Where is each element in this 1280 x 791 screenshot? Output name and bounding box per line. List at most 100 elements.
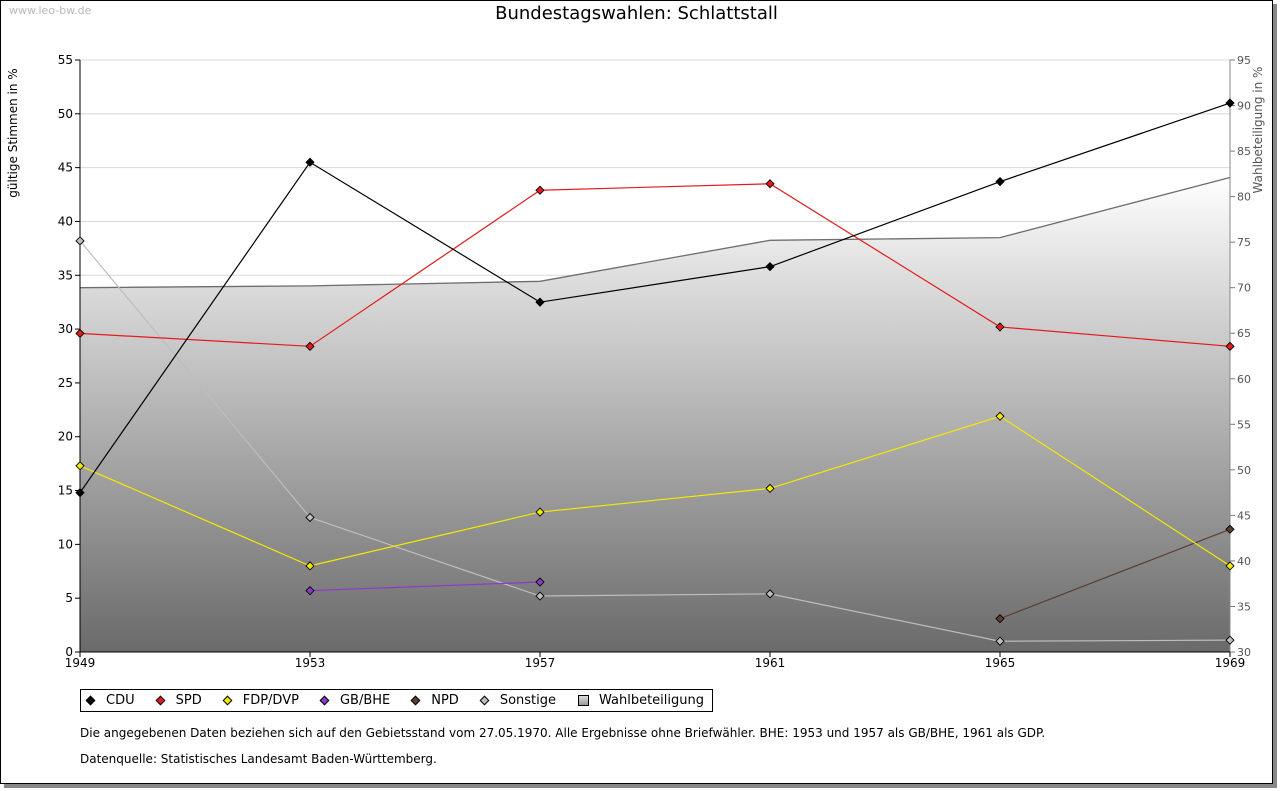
series-fdpdvp [75, 411, 1235, 571]
point-fdpdvp-1961 [765, 483, 775, 494]
y-tick-label-50: 50 [58, 107, 73, 121]
x-tick-label-1965: 1965 [985, 656, 1016, 670]
legend-marker-fdp [222, 695, 233, 706]
legend-item-sonstige: Sonstige [479, 693, 556, 708]
y-right-tick-label-35: 35 [1237, 600, 1251, 613]
y-right-tick-label-65: 65 [1237, 327, 1251, 340]
legend-label-sonstige: Sonstige [499, 693, 556, 708]
point-cdu-1969 [1225, 98, 1235, 108]
point-sonstige-1953 [305, 512, 315, 523]
y-tick-label-20: 20 [58, 430, 73, 444]
legend-marker-gbbhe [319, 695, 330, 706]
series-line-cdu [79, 102, 1231, 494]
point-spd-1965 [995, 322, 1005, 332]
legend-marker-npd [410, 695, 421, 706]
y-right-tick-label-85: 85 [1237, 145, 1251, 158]
series-line-fdpdvp [79, 415, 1231, 567]
series-line-gbbhe [309, 581, 541, 592]
legend-label-npd: NPD [431, 693, 459, 708]
legend-label-cdu: CDU [106, 693, 135, 708]
point-sonstige-1969 [1225, 635, 1235, 645]
y-right-tick-label-80: 80 [1237, 191, 1251, 204]
legend-item-npd: NPD [410, 693, 459, 708]
point-fdpdvp-1949 [75, 461, 85, 471]
legend-item-cdu: CDU [85, 693, 135, 708]
series-spd [75, 179, 1235, 351]
point-npd-1969 [1225, 524, 1235, 534]
y-tick-label-10: 10 [58, 537, 73, 551]
series-line-npd [999, 528, 1231, 620]
y-right-tick-label-70: 70 [1237, 282, 1251, 295]
y-right-tick-label-55: 55 [1237, 418, 1251, 431]
point-gbbhe-1953 [305, 586, 315, 596]
legend-marker-spd [155, 695, 166, 706]
turnout-area [80, 177, 1230, 652]
y-right-tick-label-90: 90 [1237, 100, 1251, 113]
point-gbbhe-1957 [535, 577, 545, 587]
series-line-sonstige [79, 240, 1231, 642]
legend-item-gbbhe: GB/BHE [319, 693, 390, 708]
legend-marker-sonstige [479, 695, 490, 706]
point-spd-1953 [305, 341, 315, 351]
point-spd-1969 [1225, 341, 1235, 351]
point-fdpdvp-1969 [1225, 561, 1235, 571]
x-tick-label-1961: 1961 [755, 656, 786, 670]
y-tick-label-55: 55 [58, 53, 73, 67]
y-tick-label-15: 15 [58, 484, 73, 498]
legend-marker-cdu [85, 695, 96, 706]
series-gbbhe [305, 577, 545, 596]
point-cdu-1961 [765, 262, 775, 272]
x-tick-label-1953: 1953 [295, 656, 326, 670]
y-right-tick-label-50: 50 [1237, 464, 1251, 477]
point-cdu-1965 [995, 176, 1005, 187]
point-spd-1961 [765, 179, 775, 189]
legend-label-wahlbeteiligung: Wahlbeteiligung [599, 693, 705, 708]
point-sonstige-1949 [75, 236, 85, 246]
point-cdu-1957 [535, 297, 545, 307]
series-npd [995, 524, 1235, 624]
legend-marker-wahlbeteiligung [578, 695, 589, 706]
point-spd-1949 [75, 328, 85, 339]
legend-item-wahlbeteiligung: Wahlbeteiligung [578, 693, 704, 708]
point-fdpdvp-1965 [995, 411, 1005, 421]
chart-svg: 0 5 10 15 20 25 30 35 40 45 50 55 30 35 40 45 50 55 60 65 70… [6, 53, 1265, 670]
point-fdpdvp-1957 [535, 507, 545, 517]
legend-label-fdp: FDP/DVP [242, 693, 299, 708]
point-sonstige-1965 [995, 636, 1005, 646]
y-axis-label-left: gültige Stimmen in % [6, 68, 20, 197]
footnote-datenquelle: Datenquelle: Statistisches Landesamt Bad… [80, 752, 437, 766]
y-tick-label-30: 30 [58, 322, 73, 336]
y-tick-label-25: 25 [58, 376, 73, 390]
y-tick-label-40: 40 [58, 214, 73, 228]
y-tick-label-45: 45 [58, 161, 73, 175]
y-right-tick-label-30: 30 [1237, 646, 1251, 659]
y-tick-label-5: 5 [65, 591, 73, 605]
legend-label-spd: SPD [175, 693, 202, 708]
y-axis-label-right: Wahlbeteiligung in % [1251, 67, 1265, 194]
footnote-gebietsstand: Die angegebenen Daten beziehen sich auf … [80, 726, 1046, 740]
y-right-tick-label-95: 95 [1237, 54, 1251, 67]
point-npd-1965 [995, 613, 1005, 624]
y-right-tick-label-45: 45 [1237, 509, 1251, 522]
turnout-area-layer [79, 176, 1231, 652]
chart-title: Bundestagswahlen: Schlattstall [495, 3, 778, 24]
point-cdu-1953 [305, 157, 315, 167]
legend-item-spd: SPD [155, 693, 202, 708]
series-cdu [75, 98, 1235, 498]
legend-item-fdp: FDP/DVP [222, 693, 299, 708]
y-right-tick-label-40: 40 [1237, 555, 1251, 568]
x-tick-label-1949: 1949 [65, 656, 96, 670]
y-right-tick-label-60: 60 [1237, 373, 1251, 386]
y-tick-label-35: 35 [58, 268, 73, 282]
watermark: www.leo-bw.de [9, 4, 92, 17]
y-tick-label-0: 0 [65, 645, 73, 659]
legend: CDU SPD FDP/DVP GB/BHE NPD Sonstige Wahl… [80, 689, 714, 712]
point-spd-1957 [535, 185, 545, 195]
series-sonstige [75, 236, 1235, 646]
point-cdu-1949 [75, 488, 85, 498]
turnout-line [79, 176, 1231, 289]
series-line-spd [79, 183, 1231, 347]
x-tick-label-1957: 1957 [525, 656, 556, 670]
x-tick-label-1969: 1969 [1215, 656, 1246, 670]
y-right-tick-label-75: 75 [1237, 236, 1251, 249]
